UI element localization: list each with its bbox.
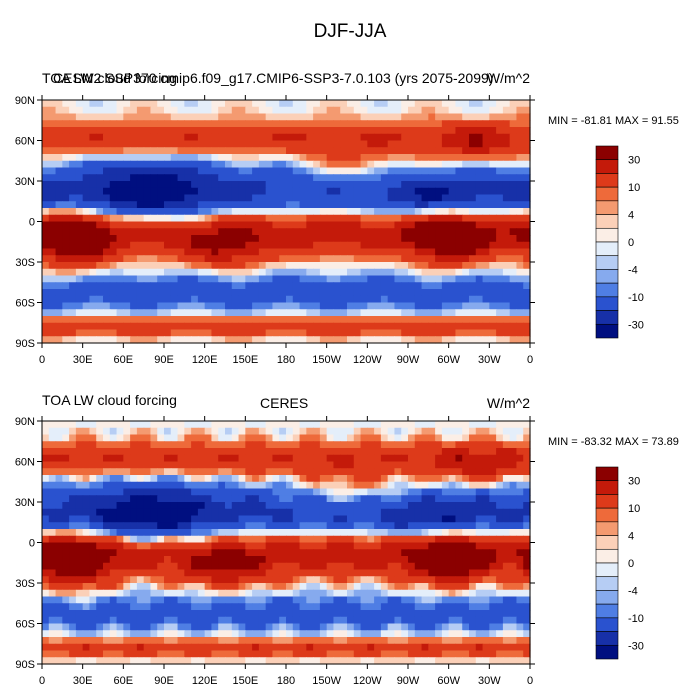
colorbar-swatch (595, 631, 619, 646)
colorbar-tick-label: 4 (628, 210, 634, 222)
panel-1-units-label: W/m^2 (486, 70, 530, 86)
colorbar-swatch (595, 186, 619, 202)
colorbar-swatch (595, 644, 619, 660)
colorbar-tick-label: -30 (628, 640, 644, 652)
y-tick-label: 90S (15, 338, 35, 350)
x-tick-label: 30E (73, 675, 93, 687)
colorbar-tick-label: -10 (628, 292, 644, 304)
panel-1-center-label: CESM2 SSP370 cmip6.f09_g17.CMIP6-SSP3-7.… (53, 70, 494, 86)
colorbar-swatch (595, 269, 619, 284)
x-tick-label: 60E (114, 354, 134, 366)
panel-1-left-label: TOA LW cloud forcing (42, 70, 177, 86)
x-tick-label: 90W (397, 354, 420, 366)
colorbar-swatch (595, 145, 619, 161)
colorbar-swatch (595, 603, 619, 619)
colorbar-swatch (595, 227, 619, 243)
panel-2-plot: 0 30E 60E 90E 120E 150E 180 150W 120W 90W 60W 30W 09… (15, 416, 644, 687)
panel-2-stats: MIN = -83.32 MAX = 73.89 (548, 436, 679, 448)
colorbar-swatch (595, 480, 619, 495)
x-tick-label: 90W (397, 675, 420, 687)
x-tick-label: 90E (154, 675, 174, 687)
colorbar-swatch (595, 282, 619, 298)
y-tick-label: 30S (15, 578, 35, 590)
colorbar-swatch (595, 323, 619, 339)
colorbar-swatch (595, 173, 619, 188)
x-tick-label: 60E (114, 675, 134, 687)
panel-2-left-label: TOA LW cloud forcing (42, 392, 177, 408)
colorbar-tick-label: 0 (628, 237, 634, 249)
x-tick-label: 0 (527, 354, 533, 366)
colorbar-swatch (595, 576, 619, 591)
colorbar-tick-label: 10 (628, 182, 640, 194)
x-tick-label: 60W (437, 354, 460, 366)
y-tick-label: 60S (15, 619, 35, 631)
panel-1-contour-field (42, 100, 531, 344)
panel-2-units-label: W/m^2 (486, 395, 530, 411)
colorbar-tick-label: -4 (628, 585, 638, 597)
colorbar-swatch (595, 200, 619, 215)
y-tick-label: 60N (15, 136, 35, 148)
y-tick-label: 60S (15, 298, 35, 310)
colorbar-swatch (595, 562, 619, 578)
figure-title: DJF-JJA (313, 21, 387, 42)
y-tick-label: 0 (29, 538, 35, 550)
colorbar-swatch (595, 535, 619, 550)
panel-1-colorbar: 30 10 4 0 -4 -10 -30 (595, 145, 644, 339)
x-tick-label: 30E (73, 354, 93, 366)
colorbar-swatch (595, 214, 619, 229)
x-tick-label: 150E (232, 675, 258, 687)
colorbar-swatch (595, 507, 619, 523)
y-tick-label: 60N (15, 457, 35, 469)
colorbar-swatch (595, 255, 619, 270)
y-tick-label: 90S (15, 659, 35, 671)
colorbar-tick-label: 10 (628, 503, 640, 515)
x-tick-label: 0 (39, 675, 45, 687)
colorbar-swatch (595, 548, 619, 564)
colorbar-tick-label: 4 (628, 531, 634, 543)
x-tick-label: 120E (192, 675, 218, 687)
colorbar-swatch (595, 159, 619, 174)
panel-2-center-label: CERES (260, 395, 309, 411)
x-tick-label: 120W (353, 675, 382, 687)
x-tick-label: 180 (277, 354, 295, 366)
x-tick-label: 120E (192, 354, 218, 366)
colorbar-swatch (595, 521, 619, 536)
x-tick-label: 150W (312, 675, 341, 687)
x-tick-label: 30W (478, 354, 501, 366)
y-tick-label: 30N (15, 497, 35, 509)
colorbar-tick-label: -10 (628, 613, 644, 625)
colorbar-swatch (595, 590, 619, 605)
colorbar-tick-label: -4 (628, 264, 638, 276)
panel-1-plot: 0 30E 60E 90E 120E 150E 180 150W 120W 90W 60W 30W 09… (15, 95, 644, 366)
panel-2-colorbar: 30 10 4 0 -4 -10 -30 (595, 466, 644, 660)
x-tick-label: 120W (353, 354, 382, 366)
y-tick-label: 0 (29, 217, 35, 229)
x-tick-label: 150W (312, 354, 341, 366)
y-tick-label: 90N (15, 95, 35, 107)
colorbar-swatch (595, 617, 619, 632)
y-tick-label: 90N (15, 416, 35, 428)
x-tick-label: 30W (478, 675, 501, 687)
panel-1-stats: MIN = -81.81 MAX = 91.55 (548, 115, 679, 127)
y-tick-label: 30S (15, 257, 35, 269)
x-tick-label: 180 (277, 675, 295, 687)
x-tick-label: 60W (437, 675, 460, 687)
colorbar-swatch (595, 296, 619, 311)
y-tick-label: 30N (15, 176, 35, 188)
colorbar-tick-label: 30 (628, 476, 640, 488)
colorbar-swatch (595, 466, 619, 482)
x-tick-label: 90E (154, 354, 174, 366)
panel-2-contour-field (42, 421, 531, 665)
colorbar-tick-label: 30 (628, 155, 640, 167)
colorbar-swatch (595, 494, 619, 509)
x-tick-label: 0 (527, 675, 533, 687)
x-tick-label: 0 (39, 354, 45, 366)
colorbar-tick-label: -30 (628, 319, 644, 331)
x-tick-label: 150E (232, 354, 258, 366)
colorbar-swatch (595, 310, 619, 325)
colorbar-tick-label: 0 (628, 558, 634, 570)
colorbar-swatch (595, 241, 619, 257)
